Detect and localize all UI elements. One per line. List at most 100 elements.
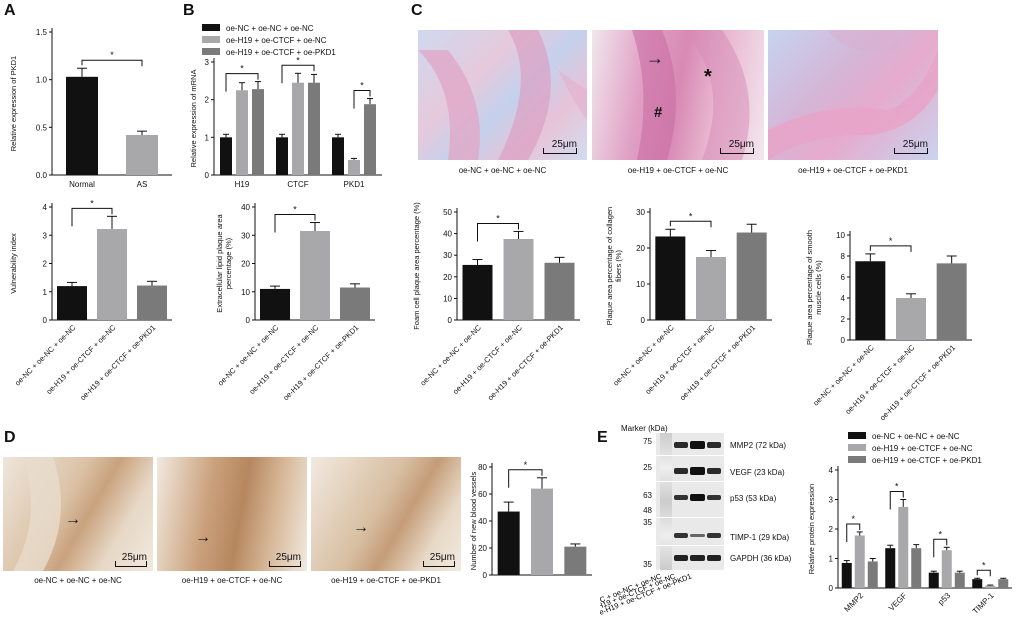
y-tick-label: 50 (443, 208, 452, 217)
bar (252, 89, 264, 175)
he-micrograph-pkd1: 25μm (768, 30, 938, 160)
he-micrograph-h19-ctcf: → * # 25μm (592, 30, 764, 160)
chart-collagen: 0 10 20 30 Plaque area percentage of collage… (605, 207, 772, 402)
panel-label-b: B (183, 2, 195, 19)
micrograph-caption-h19-ctcf: oe-H19 + oe-CTCF + oe-NC (627, 166, 729, 175)
y-tick-label: 20 (443, 273, 452, 282)
panel-label-a: A (4, 2, 16, 19)
bar (126, 134, 158, 175)
y-tick-label: 20 (636, 244, 645, 253)
legend-label: oe-H19 + oe-CTCF + oe-PKD1 (226, 48, 336, 57)
legend-swatch (202, 36, 220, 43)
bar (998, 579, 1009, 588)
y-tick-label: 0 (841, 336, 846, 345)
y-tick-label: 80 (478, 463, 487, 472)
x-tick-label: oe-H19 + oe-CTCF + oe-PKD1 (78, 323, 157, 402)
y-tick-label: 10 (636, 280, 645, 289)
y-tick-label: 8 (841, 252, 846, 261)
chart-protein-expression: 0 1 2 3 4 Relative protein expression MMP2 VEGF… (807, 432, 1012, 616)
scale-bar (269, 561, 301, 567)
significance-bracket (274, 214, 316, 233)
bar (97, 229, 127, 320)
band-label-gapdh: GAPDH (36 kDa) (730, 554, 792, 563)
bar (364, 104, 376, 175)
legend-swatch (848, 444, 866, 451)
significance-star: * (689, 211, 693, 221)
scale-bar (423, 561, 455, 567)
y-tick-label: 0 (829, 584, 834, 593)
panel-label-c: C (411, 2, 423, 19)
bar (898, 506, 909, 588)
legend-label: oe-H19 + oe-CTCF + oe-NC (226, 36, 327, 45)
significance-bracket (508, 469, 543, 488)
significance-bracket (477, 222, 519, 242)
scale-bar (720, 148, 754, 154)
y-tick-label: 3 (43, 231, 48, 240)
x-tick-label: oe-H19 + oe-CTCF + oe-PKD1 (878, 343, 957, 422)
y-axis-label: fibers (%) (614, 249, 623, 282)
y-tick-label: 2 (829, 525, 834, 534)
bar (462, 264, 493, 320)
significance-bracket (225, 73, 259, 92)
ihc-micrograph-control: → 25μm (3, 457, 153, 571)
western-blot-image (656, 433, 724, 570)
y-tick-label: 4 (829, 466, 834, 475)
y-tick-label: 0.0 (36, 171, 48, 180)
he-micrograph-control: 25μm (418, 30, 587, 160)
scale-bar (894, 148, 928, 154)
bar (260, 288, 290, 320)
significance-star: * (496, 213, 500, 223)
x-tick-label: oe-H19 + oe-CTCF + oe-NC (843, 343, 916, 416)
bar (928, 572, 939, 588)
y-tick-label: 4 (43, 203, 48, 212)
bar (855, 261, 886, 340)
y-tick-label: 2 (43, 260, 48, 269)
significance-bracket (353, 90, 371, 109)
significance-star: * (360, 81, 364, 91)
chart-lipid-plaque: 0 10 20 30 40 Extracellular lipid plaque area… (215, 203, 375, 402)
arrow-marker: → (646, 48, 664, 68)
x-tick-label: oe-H19 + oe-CTCF + oe-NC (247, 323, 320, 396)
x-tick-label: oe-H19 + oe-CTCF + oe-PKD1 (678, 323, 757, 402)
bar (137, 285, 167, 320)
significance-bracket (869, 245, 912, 252)
legend-swatch (202, 48, 220, 55)
significance-bracket (669, 220, 712, 228)
significance-star: * (889, 236, 893, 246)
arrow-marker: → (65, 511, 81, 528)
y-tick-label: 1 (205, 133, 210, 142)
scale-bar (115, 561, 147, 567)
significance-bracket (71, 207, 113, 227)
significance-star: * (293, 205, 297, 215)
x-tick-label: Normal (69, 180, 95, 189)
marker-48: 48 (643, 506, 652, 515)
bar (236, 90, 248, 175)
y-tick-label: 0 (205, 171, 210, 180)
significance-star: * (524, 460, 528, 470)
marker-63: 63 (643, 491, 652, 500)
bar (911, 548, 922, 588)
y-axis-label: percentage (%) (224, 237, 233, 289)
band-label-timp1: TIMP-1 (29 kDa) (730, 533, 790, 542)
significance-star: * (895, 482, 899, 492)
ihc-caption-pkd1: oe-H19 + oe-CTCF + oe-PKD1 (331, 576, 441, 585)
y-tick-label: 0 (641, 316, 646, 325)
scale-bar (543, 148, 577, 154)
y-tick-label: 1.0 (36, 76, 48, 85)
legend-label: oe-H19 + oe-CTCF + oe-NC (872, 444, 973, 453)
significance-bracket (281, 64, 315, 84)
x-tick-label: MMP2 (842, 591, 865, 614)
scale-label: 25μm (551, 139, 577, 150)
scale-label: 25μm (275, 552, 301, 563)
y-tick-label: 0 (246, 316, 251, 325)
arrow-marker: → (353, 519, 369, 536)
significance-bracket (933, 538, 948, 558)
y-tick-label: 1.5 (36, 28, 48, 37)
x-tick-label: PKD1 (344, 180, 365, 189)
y-tick-label: 0 (483, 571, 488, 580)
x-tick-label: oe-H19 + oe-CTCF + oe-NC (451, 323, 524, 396)
bar (841, 562, 852, 588)
y-tick-label: 1 (43, 288, 48, 297)
y-tick-label: 10 (836, 231, 845, 240)
